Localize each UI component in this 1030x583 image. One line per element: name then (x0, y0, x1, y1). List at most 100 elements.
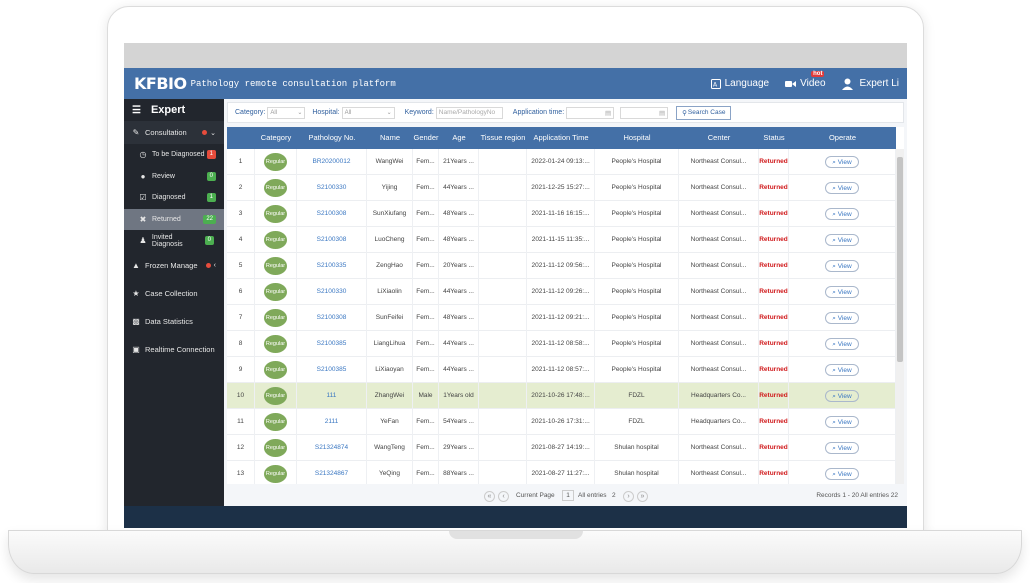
table-row[interactable]: 5 Regular S2100335 ZengHao Fem... 20Years ...… (227, 253, 896, 279)
center-cell: Northeast Consul... (679, 435, 759, 461)
sidebar-item-to-be-diagnosed[interactable]: ◷ To be Diagnosed 1 (124, 144, 224, 166)
time-cell: 2021-11-12 09:56:... (527, 253, 595, 279)
view-button[interactable]: ⌕ View (825, 208, 859, 220)
prev-page-icon[interactable]: ‹ (498, 491, 509, 502)
category-badge: Regular (264, 361, 287, 379)
operate-cell: ⌕ View (789, 331, 896, 357)
sidebar-item-label: Case Collection (145, 289, 198, 298)
path-cell[interactable]: S2100308 (297, 201, 367, 227)
search-icon: ⌕ (832, 393, 838, 400)
scrollbar-thumb[interactable] (897, 157, 903, 362)
hospital-cell: People's Hospital (595, 175, 679, 201)
name-cell: SunXiufang (367, 201, 413, 227)
search-icon: ⌕ (832, 185, 838, 192)
view-button[interactable]: ⌕ View (825, 260, 859, 272)
table-row[interactable]: 2 Regular S2100330 Yijing Fem... 44Years ... 2… (227, 175, 896, 201)
view-button[interactable]: ⌕ View (825, 286, 859, 298)
view-button[interactable]: ⌕ View (825, 468, 859, 480)
table-row[interactable]: 4 Regular S2100308 LuoCheng Fem... 48Years ..… (227, 227, 896, 253)
path-cell[interactable]: S21324874 (297, 435, 367, 461)
name-cell: ZhangWei (367, 383, 413, 409)
hospital-select[interactable]: All ⌄ (341, 106, 395, 119)
sidebar-item-invited-diagnosis[interactable]: ♟ Invited Diagnosis 0 (124, 230, 224, 252)
view-button[interactable]: ⌕ View (825, 182, 859, 194)
time-cell: 2021-11-12 09:21:... (527, 305, 595, 331)
sidebar-item-case-collection[interactable]: ★ Case Collection (124, 280, 224, 308)
path-cell[interactable]: S2100308 (297, 227, 367, 253)
current-page-input[interactable]: 1 (562, 490, 574, 501)
video-button[interactable]: Video hot (785, 71, 826, 89)
next-page-icon[interactable]: › (623, 491, 634, 502)
name-cell: LuoCheng (367, 227, 413, 253)
sidebar-item-returned[interactable]: ✖ Returned 22 (124, 208, 224, 230)
view-button[interactable]: ⌕ View (825, 338, 859, 350)
path-cell[interactable]: S2100385 (297, 357, 367, 383)
category-value: All (270, 109, 278, 116)
view-button[interactable]: ⌕ View (825, 364, 859, 376)
path-cell[interactable]: 111 (297, 383, 367, 409)
first-page-icon[interactable]: « (484, 491, 495, 502)
table-row[interactable]: 10 Regular 111 ZhangWei Male 1Years old 2021-1… (227, 383, 896, 409)
view-button[interactable]: ⌕ View (825, 156, 859, 168)
user-menu[interactable]: Expert Li (841, 78, 899, 90)
view-button[interactable]: ⌕ View (825, 416, 859, 428)
table-row[interactable]: 1 Regular BR20200012 WangWei Fem... 21Years .… (227, 149, 896, 175)
entries-value: 2 (612, 492, 616, 499)
table-row[interactable]: 11 Regular 2111 YeFan Fem... 54Years ... 2021-… (227, 409, 896, 435)
sidebar-item-realtime-connection[interactable]: ▣ Realtime Connection (124, 336, 224, 364)
chevron-down-icon: ⌄ (297, 110, 303, 116)
status-cell: Returned (759, 305, 789, 331)
table-row[interactable]: 3 Regular S2100308 SunXiufang Fem... 48Years … (227, 201, 896, 227)
category-badge: Regular (264, 205, 287, 223)
search-icon: ⌕ (832, 237, 838, 244)
path-cell[interactable]: S2100335 (297, 253, 367, 279)
keyword-label: Keyword: (404, 109, 434, 116)
center-cell: Northeast Consul... (679, 253, 759, 279)
category-cell: Regular (255, 175, 297, 201)
sidebar-item-data-statistics[interactable]: ▩ Data Statistics (124, 308, 224, 336)
sidebar-item-review[interactable]: ● Review 0 (124, 166, 224, 188)
vertical-scrollbar[interactable] (896, 149, 904, 484)
view-button[interactable]: ⌕ View (825, 442, 859, 454)
view-button[interactable]: ⌕ View (825, 234, 859, 246)
search-case-button[interactable]: ⚲ Search Case (676, 105, 732, 120)
sidebar-item-diagnosed[interactable]: ☑ Diagnosed 1 (124, 187, 224, 209)
path-cell[interactable]: BR20200012 (297, 149, 367, 175)
keyword-input[interactable]: Name/PathologyNo (435, 106, 503, 119)
path-cell[interactable]: S2100330 (297, 279, 367, 305)
operate-cell: ⌕ View (789, 305, 896, 331)
last-page-icon[interactable]: » (637, 491, 648, 502)
count-badge: 22 (203, 214, 216, 224)
age-cell: 54Years ... (439, 409, 479, 435)
path-cell[interactable]: S2100308 (297, 305, 367, 331)
hospital-value: All (344, 109, 352, 116)
category-select[interactable]: All ⌄ (267, 106, 306, 119)
gender-cell: Fem... (413, 357, 439, 383)
end-date-input[interactable]: ▤ (620, 106, 669, 119)
center-cell: Northeast Consul... (679, 175, 759, 201)
gender-cell: Fem... (413, 227, 439, 253)
path-cell[interactable]: S2100330 (297, 175, 367, 201)
start-date-input[interactable]: ▤ (566, 106, 615, 119)
time-cell: 2021-11-12 08:57:... (527, 357, 595, 383)
path-cell[interactable]: S21324867 (297, 461, 367, 484)
hamburger-icon[interactable]: ☰ (132, 104, 141, 116)
time-cell: 2021-11-16 16:15:... (527, 201, 595, 227)
view-button[interactable]: ⌕ View (825, 390, 859, 402)
path-cell[interactable]: S2100385 (297, 331, 367, 357)
path-cell[interactable]: 2111 (297, 409, 367, 435)
table-row[interactable]: 9 Regular S2100385 LiXiaoyan Fem... 44Years .… (227, 357, 896, 383)
table-row[interactable]: 7 Regular S2100308 SunFeifei Fem... 48Years .… (227, 305, 896, 331)
operate-cell: ⌕ View (789, 175, 896, 201)
view-button[interactable]: ⌕ View (825, 312, 859, 324)
no-cell: 13 (227, 461, 255, 484)
table-row[interactable]: 12 Regular S21324874 WangTeng Fem... 29Years … (227, 435, 896, 461)
language-button[interactable]: A Language (710, 78, 769, 89)
table-row[interactable]: 13 Regular S21324867 YeQing Fem... 88Years ..… (227, 461, 896, 484)
sidebar-group-consultation[interactable]: ✎ Consultation ⌄ (124, 121, 224, 144)
table-row[interactable]: 8 Regular S2100385 LiangLihua Fem... 44Years … (227, 331, 896, 357)
records-summary: Records 1 - 20 All entries 22 (816, 492, 898, 499)
status-cell: Returned (759, 461, 789, 484)
table-row[interactable]: 6 Regular S2100330 LiXiaolin Fem... 44Years .… (227, 279, 896, 305)
sidebar-group-frozen[interactable]: ▲ Frozen Manage ‹ (124, 252, 224, 280)
